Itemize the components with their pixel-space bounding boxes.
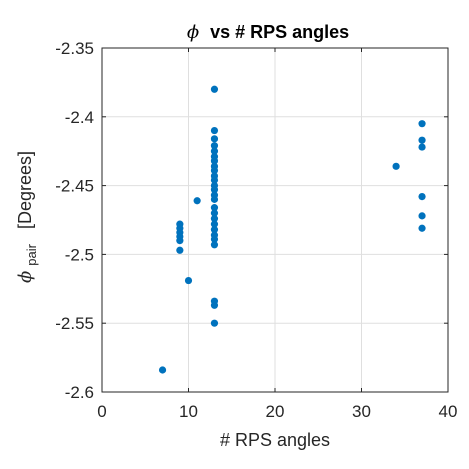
data-point <box>418 120 426 128</box>
data-point <box>418 136 426 144</box>
y-tick-label: -2.45 <box>55 177 94 196</box>
x-axis-ticks: 0 10 20 30 40 <box>97 48 457 421</box>
data-point <box>176 246 184 254</box>
data-point <box>210 209 219 217</box>
data-point <box>176 237 184 245</box>
x-tick-label: 40 <box>439 402 458 421</box>
y-tick-label: -2.55 <box>55 314 94 333</box>
data-point <box>210 235 219 243</box>
y-label-units: [Degrees] <box>15 151 35 229</box>
data-point <box>210 220 219 228</box>
title-text: vs # RPS angles <box>210 22 349 42</box>
x-tick-label: 30 <box>352 402 371 421</box>
data-point <box>210 126 219 135</box>
data-point <box>210 186 219 194</box>
y-tick-label: -2.4 <box>65 108 94 127</box>
data-point <box>418 143 426 151</box>
data-point <box>210 204 219 212</box>
x-tick-label: 0 <box>97 402 106 421</box>
y-tick-label: -2.5 <box>65 245 94 264</box>
y-label-symbol: ϕ <box>15 271 36 283</box>
chart-title: ϕ vs # RPS angles <box>187 22 349 43</box>
x-tick-label: 20 <box>266 402 285 421</box>
data-point <box>418 212 426 220</box>
data-point <box>418 193 426 201</box>
x-axis-label: # RPS angles <box>220 430 330 450</box>
data-point <box>210 85 219 93</box>
data-point <box>210 157 219 165</box>
data-point <box>210 195 219 203</box>
y-label-subscript: pair <box>24 243 39 265</box>
data-point <box>184 276 193 285</box>
data-point <box>210 147 219 155</box>
y-axis-label: ϕ pair [Degrees] <box>15 151 40 283</box>
data-point <box>210 176 219 184</box>
data-point <box>418 224 426 232</box>
data-point <box>210 241 219 249</box>
y-axis-ticks: -2.6 -2.55 -2.5 -2.45 -2.4 -2.35 <box>55 39 448 402</box>
data-point <box>210 319 219 327</box>
y-tick-label: -2.6 <box>65 383 94 402</box>
data-point <box>210 166 219 175</box>
data-point <box>210 301 219 309</box>
data-point <box>158 366 167 374</box>
data-point <box>210 226 219 234</box>
y-tick-label: -2.35 <box>55 39 94 58</box>
data-point <box>193 197 201 205</box>
data-point <box>392 162 400 170</box>
x-tick-label: 10 <box>179 402 198 421</box>
data-point <box>210 215 219 223</box>
title-symbol: ϕ <box>187 22 199 43</box>
data-points <box>158 85 426 374</box>
data-point <box>210 142 219 150</box>
data-point <box>210 135 219 143</box>
